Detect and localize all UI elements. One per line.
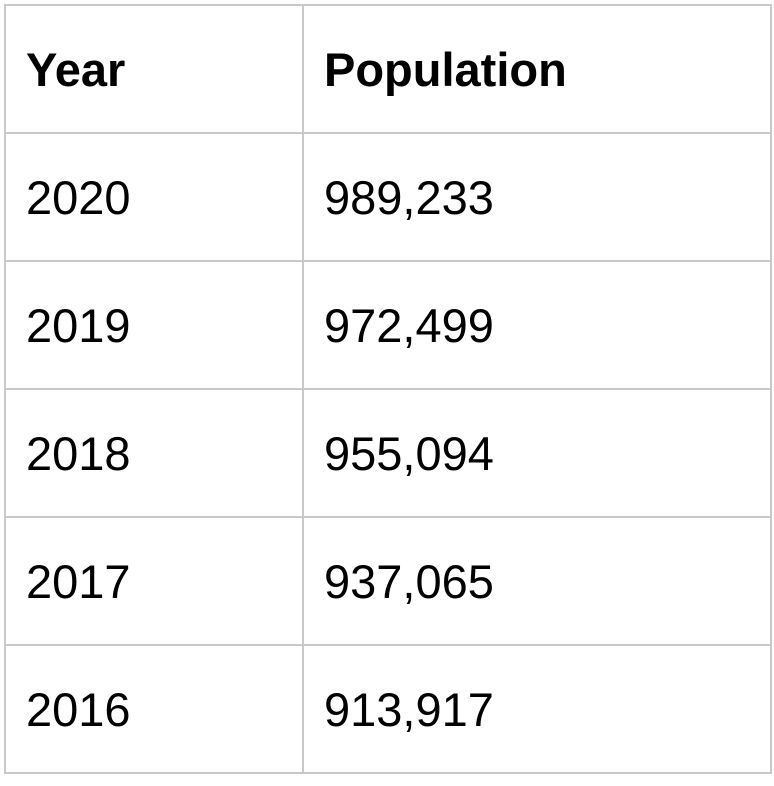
table-row: 2019 972,499 (4, 260, 772, 390)
population-table: Year Population 2020 989,233 2019 972,49… (4, 4, 772, 774)
header-year: Year (4, 4, 304, 134)
cell-population: 937,065 (302, 516, 772, 646)
population-table-container: Year Population 2020 989,233 2019 972,49… (4, 4, 772, 774)
cell-population: 972,499 (302, 260, 772, 390)
table-row: 2020 989,233 (4, 132, 772, 262)
cell-year: 2016 (4, 644, 304, 774)
table-row: 2018 955,094 (4, 388, 772, 518)
cell-population: 955,094 (302, 388, 772, 518)
table-header-row: Year Population (4, 4, 772, 134)
table-row: 2017 937,065 (4, 516, 772, 646)
table-row: 2016 913,917 (4, 644, 772, 774)
cell-population: 913,917 (302, 644, 772, 774)
header-population: Population (302, 4, 772, 134)
cell-year: 2017 (4, 516, 304, 646)
cell-population: 989,233 (302, 132, 772, 262)
cell-year: 2020 (4, 132, 304, 262)
cell-year: 2018 (4, 388, 304, 518)
cell-year: 2019 (4, 260, 304, 390)
